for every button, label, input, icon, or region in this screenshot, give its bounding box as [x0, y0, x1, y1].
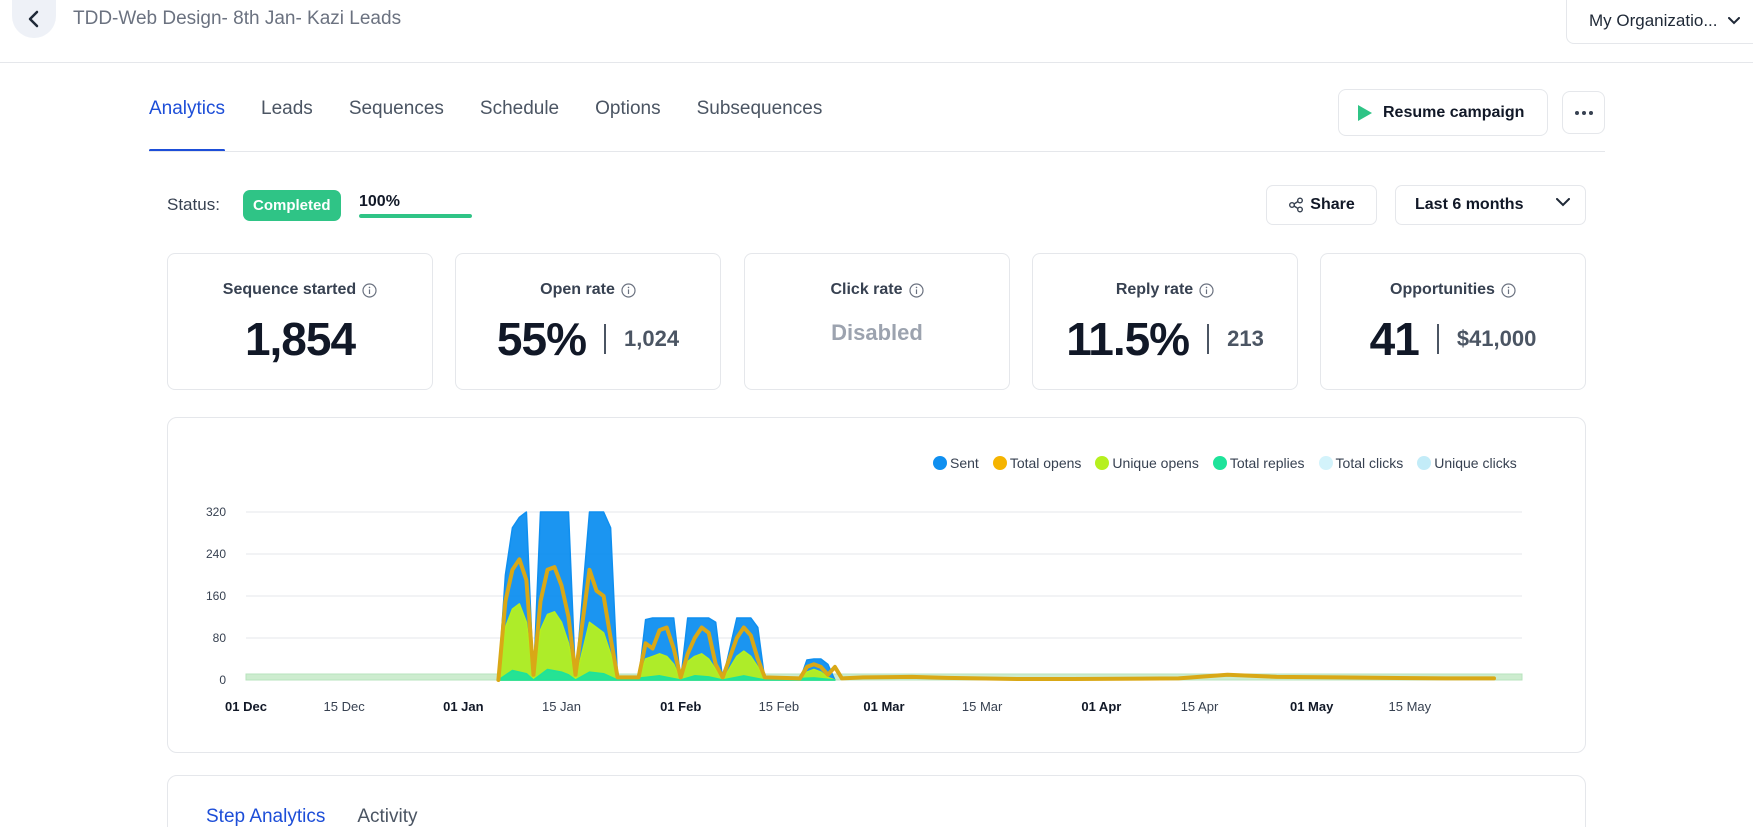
play-icon	[1358, 104, 1372, 121]
campaign-title: TDD-Web Design- 8th Jan- Kazi Leads	[73, 8, 402, 29]
share-icon	[1289, 197, 1304, 213]
organization-name: My Organizatio...	[1589, 11, 1718, 30]
legend-label: Sent	[950, 455, 979, 471]
legend-swatch	[992, 456, 1007, 470]
campaign-tabs: Analytics Leads Sequences Schedule Optio…	[149, 98, 858, 152]
value-separator	[1436, 324, 1439, 354]
legend-label: Unique clicks	[1434, 455, 1517, 471]
progress-percent: 100%	[359, 193, 400, 210]
stat-card-click-rate: Click rate Disabled	[744, 253, 1010, 390]
tab-step-analytics[interactable]: Step Analytics	[206, 806, 326, 827]
analytics-chart-panel	[167, 417, 1586, 753]
legend-item-total-clicks[interactable]: Total clicks	[1318, 455, 1404, 471]
info-icon[interactable]	[1199, 282, 1214, 298]
status-label: Status:	[167, 195, 220, 214]
legend-swatch	[1318, 456, 1333, 470]
stat-count: 213	[1227, 326, 1264, 351]
organization-select[interactable]: My Organizatio...	[1566, 0, 1753, 44]
stat-amount: $41,000	[1456, 326, 1537, 351]
info-icon[interactable]	[1501, 282, 1516, 298]
tab-options[interactable]: Options	[595, 98, 661, 119]
info-icon[interactable]	[362, 282, 377, 298]
date-range-value: Last 6 months	[1415, 196, 1524, 213]
stat-title: Sequence started	[222, 281, 357, 298]
back-button[interactable]	[12, 0, 56, 38]
legend-swatch	[1095, 456, 1110, 470]
stat-value: 1,854	[244, 313, 356, 365]
legend-label: Unique opens	[1112, 455, 1199, 471]
value-separator	[604, 324, 606, 354]
step-analytics-panel	[167, 775, 1586, 827]
legend-label: Total clicks	[1335, 455, 1404, 471]
stat-card-open-rate: Open rate 55% 1,024	[455, 253, 721, 390]
legend-label: Total replies	[1229, 455, 1305, 471]
stat-card-reply-rate: Reply rate 11.5% 213	[1032, 253, 1298, 390]
legend-item-unique-clicks[interactable]: Unique clicks	[1417, 455, 1517, 471]
value-separator	[1207, 324, 1210, 354]
progress-bar	[359, 214, 472, 218]
legend-swatch	[933, 456, 947, 470]
stat-title: Reply rate	[1115, 281, 1194, 298]
resume-campaign-button[interactable]: Resume campaign	[1338, 89, 1548, 136]
progress-bar-fill	[359, 214, 472, 218]
info-icon[interactable]	[908, 282, 924, 298]
stat-card-sequence-started: Sequence started 1,854	[167, 253, 433, 390]
status-badge: Completed	[243, 190, 341, 221]
bottom-tabs: Step Analytics Activity	[206, 806, 450, 827]
chevron-left-icon	[28, 10, 39, 28]
legend-item-sent[interactable]: Sent	[933, 455, 979, 471]
resume-campaign-label: Resume campaign	[1383, 103, 1525, 121]
stat-title: Click rate	[830, 281, 903, 298]
date-range-select[interactable]: Last 6 months	[1395, 185, 1586, 225]
top-bar: TDD-Web Design- 8th Jan- Kazi Leads My O…	[0, 0, 1753, 63]
legend-item-total-replies[interactable]: Total replies	[1212, 455, 1305, 471]
info-icon[interactable]	[621, 282, 636, 298]
chevron-down-icon	[1727, 17, 1740, 25]
chart-legend: Sent Total opens Unique opens Total repl…	[933, 455, 1531, 471]
stat-card-opportunities: Opportunities 41 $41,000	[1320, 253, 1586, 390]
tab-sequences[interactable]: Sequences	[348, 98, 444, 119]
chevron-down-icon	[1556, 198, 1570, 207]
stat-title: Open rate	[540, 281, 615, 298]
share-button[interactable]: Share	[1266, 185, 1377, 225]
tab-leads[interactable]: Leads	[261, 98, 313, 119]
stat-value: 55%	[496, 313, 587, 365]
legend-label: Total opens	[1009, 455, 1082, 471]
stat-count: 1,024	[624, 326, 680, 351]
legend-swatch	[1212, 456, 1227, 470]
share-label: Share	[1310, 196, 1355, 213]
stat-title: Opportunities	[1390, 281, 1495, 298]
legend-swatch	[1417, 456, 1432, 470]
tab-analytics[interactable]: Analytics	[149, 98, 226, 152]
tabs-divider	[149, 151, 1605, 152]
more-horizontal-icon	[1574, 110, 1593, 115]
legend-item-unique-opens[interactable]: Unique opens	[1095, 455, 1199, 471]
tab-activity[interactable]: Activity	[357, 806, 418, 827]
stat-value: 41	[1369, 313, 1420, 365]
more-options-button[interactable]	[1562, 91, 1605, 134]
stat-value: 11.5%	[1066, 313, 1190, 365]
tab-schedule[interactable]: Schedule	[479, 98, 560, 119]
stat-value: Disabled	[831, 320, 923, 345]
legend-item-total-opens[interactable]: Total opens	[992, 455, 1082, 471]
tab-subsequences[interactable]: Subsequences	[696, 98, 823, 119]
